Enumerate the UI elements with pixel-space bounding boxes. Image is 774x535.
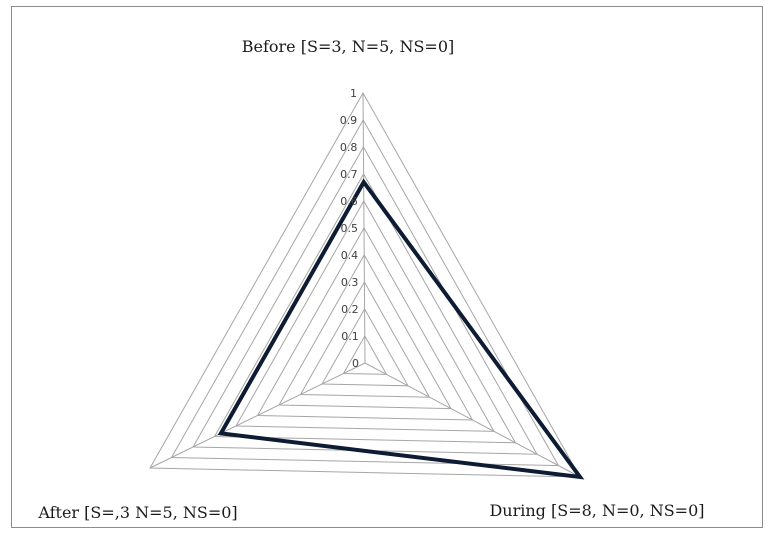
axis-label-before: Before [S=3, N=5, NS=0] [242,37,455,56]
series-line-0 [217,178,585,480]
spoke-1 [364,362,581,478]
spoke-0 [362,92,366,364]
grid-ring-1 [149,91,581,478]
tick-label-1: 1 [350,87,357,100]
grid-ring-0.6 [235,199,495,432]
radar-spokes [149,92,581,478]
chart-frame [11,6,763,528]
radar-grid [149,91,581,478]
tick-label-0.2: 0.2 [341,303,359,316]
grid-ring-0.2 [321,307,409,387]
grid-ring-0.4 [278,253,452,410]
tick-label-0: 0 [352,357,359,370]
grid-ring-0.5 [256,226,474,421]
grid-ring-0.9 [170,118,560,467]
axis-label-after: After [S=,3 N=5, NS=0] [37,503,237,522]
tick-label-0.1: 0.1 [341,330,359,343]
tick-label-0.7: 0.7 [340,168,358,181]
radial-tick-labels: 0 0.1 0.2 0.3 0.4 0.5 0.6 0.7 0.8 0.9 1 [340,87,359,370]
radar-series [217,178,585,480]
tick-label-0.4: 0.4 [341,249,359,262]
tick-label-0.3: 0.3 [341,276,359,289]
tick-label-0.9: 0.9 [340,114,358,127]
tick-label-0.6: 0.6 [340,195,358,208]
grid-ring-0.7 [213,172,517,444]
grid-ring-0.3 [299,280,431,398]
tick-label-0.5: 0.5 [341,222,359,235]
axis-label-during: During [S=8, N=0, NS=0] [489,501,704,520]
tick-label-0.8: 0.8 [340,141,358,154]
spoke-2 [149,362,366,469]
grid-ring-0.1 [342,334,388,375]
